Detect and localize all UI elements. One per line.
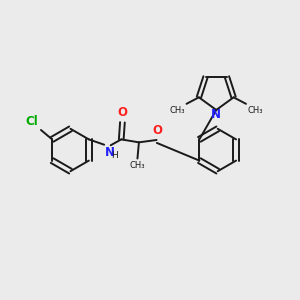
Text: CH₃: CH₃ — [248, 106, 263, 115]
Text: O: O — [117, 106, 128, 119]
Text: CH₃: CH₃ — [169, 106, 185, 115]
Text: H: H — [111, 151, 117, 160]
Text: O: O — [152, 124, 162, 137]
Text: Cl: Cl — [26, 115, 39, 128]
Text: N: N — [105, 146, 115, 159]
Text: N: N — [211, 108, 221, 121]
Text: CH₃: CH₃ — [130, 161, 145, 170]
